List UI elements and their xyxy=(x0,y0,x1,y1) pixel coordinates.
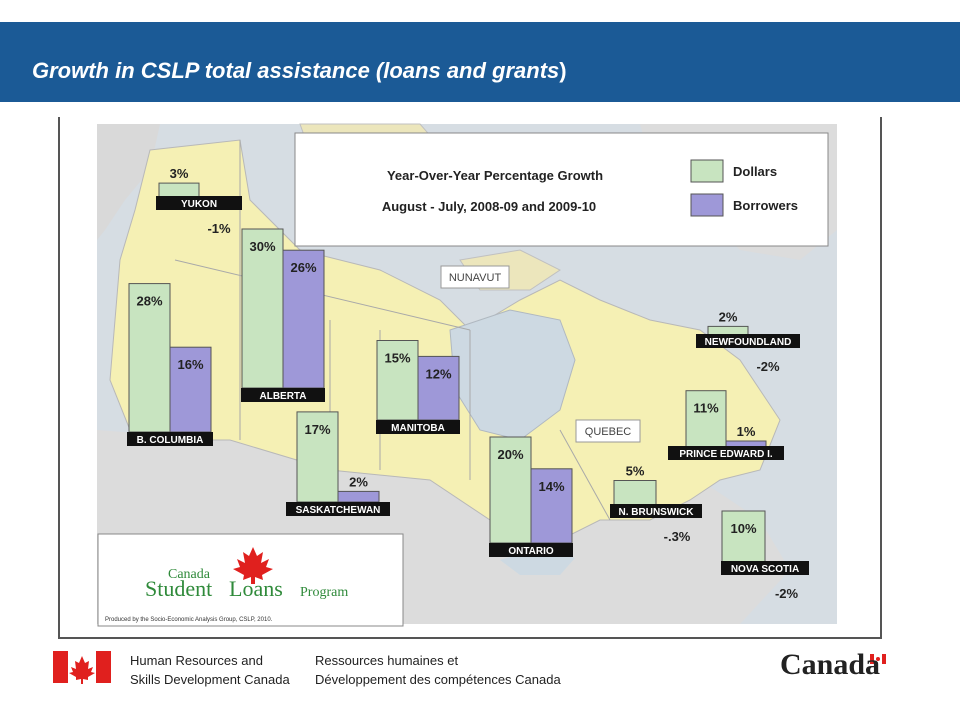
province-label-0: YUKON xyxy=(181,199,217,210)
value-label-borrowers-3: 2% xyxy=(349,474,368,489)
footer-fr-line2: Développement des compétences Canada xyxy=(315,672,561,687)
value-label-dollars-4: 15% xyxy=(384,351,410,366)
province-label-7: PRINCE EDWARD I. xyxy=(679,449,773,460)
legend-swatch-borrowers xyxy=(690,193,724,217)
logo-program: Program xyxy=(300,585,348,600)
bar-borrowers-4 xyxy=(417,355,460,421)
footer-fr: Ressources humaines et Développement des… xyxy=(315,651,561,689)
province-tag-9 xyxy=(696,334,800,348)
province-label-6: N. BRUNSWICK xyxy=(619,507,695,518)
value-label-dollars-5: 20% xyxy=(497,447,523,462)
alaska-shape xyxy=(97,124,160,240)
bar-dollars-4 xyxy=(376,340,419,421)
value-label-borrowers-7: 1% xyxy=(737,424,756,439)
bar-dollars-7 xyxy=(685,390,727,450)
value-label-borrowers-0: -1% xyxy=(207,221,231,236)
canada-wordmark: Canada xyxy=(780,648,881,681)
value-label-borrowers-8: -2% xyxy=(775,586,799,601)
value-label-borrowers-2: 26% xyxy=(290,260,316,275)
bar-dollars-2 xyxy=(241,228,284,389)
legend-label-borrowers: Borrowers xyxy=(733,198,798,213)
bars-layer: 3% -1% YUKON 28% 16% B. COLUMBIA 30% 26% ALBERTA… xyxy=(127,166,809,601)
footer-en-line2: Skills Development Canada xyxy=(130,672,290,687)
value-label-dollars-0: 3% xyxy=(170,166,189,181)
province-tag-1 xyxy=(127,432,213,446)
footer-fr-line1: Ressources humaines et xyxy=(315,653,459,668)
province-label-9: NEWFOUNDLAND xyxy=(705,337,792,348)
bar-dollars-6 xyxy=(613,480,657,508)
value-label-dollars-6: 5% xyxy=(626,464,645,479)
province-tag-2 xyxy=(241,388,325,402)
map-frame xyxy=(58,117,882,639)
nunavut-label-box xyxy=(440,265,510,289)
quebec-label: QUEBEC xyxy=(585,426,632,438)
value-label-borrowers-1: 16% xyxy=(177,357,203,372)
province-label-3: SASKATCHEWAN xyxy=(296,505,381,516)
province-tag-8 xyxy=(721,561,809,575)
bar-dollars-3 xyxy=(296,411,339,503)
maple-leaf-icon xyxy=(233,547,273,584)
logo-credit: Produced by the Socio-Economic Analysis … xyxy=(105,617,273,623)
chart-subtitle: August - July, 2008-09 and 2009-10 xyxy=(382,199,596,214)
bar-dollars-1 xyxy=(128,283,171,433)
province-label-2: ALBERTA xyxy=(259,391,306,402)
province-tag-7 xyxy=(668,446,784,460)
logo-canada: Canada xyxy=(168,567,211,582)
value-label-borrowers-9: -2% xyxy=(756,359,780,374)
nunavut-label: NUNAVUT xyxy=(449,272,502,284)
legend-box xyxy=(294,132,829,247)
province-tag-6 xyxy=(610,504,702,518)
logo-student: Student xyxy=(145,576,212,601)
value-label-dollars-9: 2% xyxy=(719,309,738,324)
logo-loans: Loans xyxy=(229,576,283,601)
province-label-4: MANITOBA xyxy=(391,423,445,434)
legend-label-dollars: Dollars xyxy=(733,164,777,179)
province-label-1: B. COLUMBIA xyxy=(137,435,204,446)
hudson-bay xyxy=(449,309,576,441)
value-label-dollars-8: 10% xyxy=(730,521,756,536)
canada-flag-icon xyxy=(53,651,111,684)
value-label-dollars-1: 28% xyxy=(136,294,162,309)
chart-title: Year-Over-Year Percentage Growth xyxy=(387,168,603,183)
value-label-borrowers-5: 14% xyxy=(538,479,564,494)
bar-dollars-8 xyxy=(721,510,766,565)
footer-en-line1: Human Resources and xyxy=(130,653,263,668)
province-tag-5 xyxy=(489,543,573,557)
province-tag-0 xyxy=(156,196,242,210)
legend-swatch-dollars xyxy=(690,159,724,183)
footer-en: Human Resources and Skills Development C… xyxy=(130,651,290,689)
province-label-5: ONTARIO xyxy=(508,546,554,557)
value-label-dollars-7: 11% xyxy=(693,401,719,416)
province-tag-3 xyxy=(286,502,390,516)
value-label-dollars-2: 30% xyxy=(249,239,275,254)
quebec-label-box xyxy=(575,419,641,443)
wordmark-flag-icon xyxy=(870,654,886,664)
value-label-borrowers-6: -.3% xyxy=(664,529,691,544)
value-label-dollars-3: 17% xyxy=(304,422,330,437)
value-label-borrowers-4: 12% xyxy=(425,366,451,381)
bar-borrowers-3 xyxy=(337,490,380,503)
province-label-8: NOVA SCOTIA xyxy=(731,564,799,575)
province-tag-4 xyxy=(376,420,460,434)
slide-title: Growth in CSLP total assistance (loans a… xyxy=(32,58,567,83)
title-bar xyxy=(0,22,960,102)
logo-box xyxy=(97,533,404,627)
